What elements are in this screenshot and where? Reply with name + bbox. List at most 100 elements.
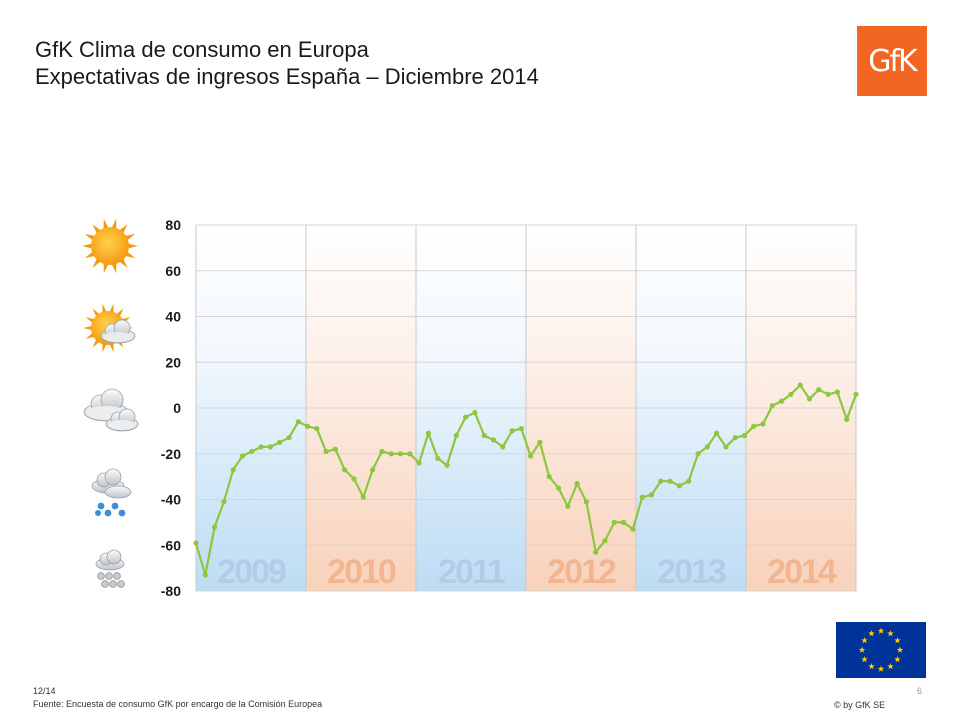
data-point (239, 453, 246, 459)
eu-star (877, 627, 885, 634)
y-tick-label: -20 (161, 446, 181, 462)
data-point (528, 453, 534, 459)
data-point (611, 519, 617, 526)
data-point (676, 483, 683, 489)
eu-star (894, 637, 901, 644)
eu-star (894, 656, 901, 663)
data-point (769, 403, 775, 409)
data-point (212, 524, 218, 530)
year-label-2010: 2010 (327, 553, 396, 591)
data-point (295, 419, 301, 425)
data-point (472, 410, 478, 416)
data-point (760, 421, 766, 427)
data-point (797, 382, 803, 388)
data-point (518, 426, 525, 432)
eu-star (887, 663, 894, 670)
data-point (481, 432, 487, 439)
grid-lines (195, 224, 857, 592)
eu-star (877, 665, 885, 672)
eu-flag (836, 622, 926, 678)
data-point (304, 423, 311, 429)
data-point (360, 494, 366, 500)
data-point (379, 448, 385, 455)
y-tick-label: 0 (173, 400, 181, 416)
year-label-2012: 2012 (547, 553, 616, 591)
data-point (583, 499, 590, 505)
data-point (537, 439, 543, 445)
data-point (230, 467, 236, 473)
data-point (323, 448, 329, 455)
data-point (844, 416, 850, 422)
data-point (435, 455, 441, 461)
data-point (286, 435, 292, 441)
series-points (193, 382, 859, 578)
data-point (555, 485, 562, 491)
data-point (686, 478, 692, 484)
data-point (825, 391, 831, 397)
y-tick-label: 80 (165, 217, 181, 233)
data-point (621, 519, 627, 526)
data-point (202, 572, 208, 578)
data-point (593, 549, 599, 555)
footer-date: 12/14 (33, 686, 56, 696)
data-point (342, 467, 348, 473)
data-point (258, 444, 264, 450)
data-point (425, 430, 431, 436)
page-number: 6 (917, 686, 923, 696)
data-point (741, 432, 748, 439)
page-subtitle: Expectativas de ingresos España – Diciem… (35, 64, 539, 89)
y-tick-label: -40 (161, 492, 181, 508)
data-point (463, 414, 469, 420)
gfk-logo-text: GfK (868, 43, 918, 79)
data-point (602, 538, 608, 544)
data-point (351, 476, 357, 482)
sun-icon (82, 218, 138, 274)
data-point (332, 446, 338, 452)
data-point (667, 478, 673, 484)
data-point (546, 474, 552, 480)
data-point (370, 467, 376, 473)
eu-star (896, 646, 904, 653)
eu-stars (858, 627, 904, 672)
data-point (444, 462, 450, 468)
eu-star (858, 646, 866, 653)
data-point (648, 492, 655, 498)
eu-star (868, 630, 875, 637)
sun-cloud-icon (83, 303, 136, 353)
rain-icon (91, 468, 132, 517)
y-tick-label: 20 (165, 354, 181, 370)
data-point (249, 448, 255, 455)
data-point (416, 460, 422, 466)
income-expectations-chart: 2009 2010 2011 2012 2013 2014 80 60 40 20 0 -20 -40… (82, 217, 859, 599)
data-point (714, 430, 720, 436)
data-point (723, 444, 729, 450)
data-point (853, 391, 859, 397)
data-point (751, 423, 757, 429)
title-block: GfK Clima de consumo en Europa Expectati… (35, 36, 539, 90)
data-point (221, 499, 227, 505)
footer-copyright: © by GfK SE (834, 700, 886, 710)
data-point (630, 526, 636, 532)
data-point (277, 439, 283, 445)
data-point (388, 451, 394, 457)
data-point (639, 494, 645, 500)
year-label-2014: 2014 (767, 553, 837, 591)
year-label-2013: 2013 (657, 553, 726, 591)
data-point (779, 398, 785, 404)
data-point (314, 426, 320, 432)
data-point (788, 391, 794, 397)
footer-source: Fuente: Encuesta de consumo GfK por enca… (33, 699, 323, 709)
data-point (407, 451, 413, 457)
data-point (500, 444, 506, 450)
gfk-logo: GfK (857, 26, 927, 96)
y-axis-ticks: 80 60 40 20 0 -20 -40 -60 -80 (161, 217, 181, 599)
data-point (732, 435, 738, 441)
data-point (453, 432, 459, 439)
data-point (509, 428, 515, 434)
eu-star (887, 630, 894, 637)
data-point (490, 437, 497, 443)
y-tick-label: -80 (161, 583, 181, 599)
year-label-2011: 2011 (438, 553, 505, 591)
y-tick-label: 60 (165, 263, 181, 279)
cloud-icon (83, 388, 139, 432)
